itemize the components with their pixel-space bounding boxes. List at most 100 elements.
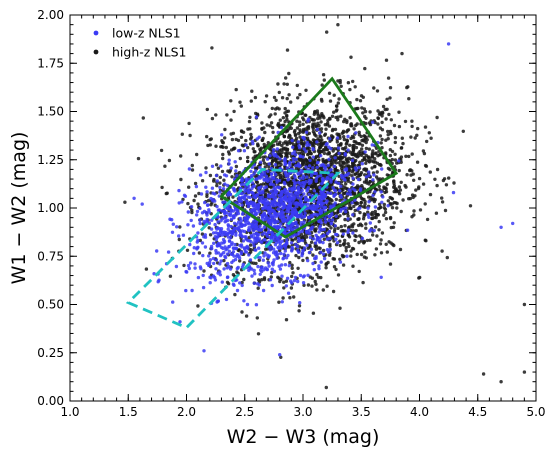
low-z-point [260,195,265,199]
high-z-point [359,94,364,98]
low-z-point [320,190,324,194]
high-z-point [399,209,403,214]
high-z-point [405,85,409,90]
low-z-point [206,203,210,207]
low-z-point [360,162,364,166]
high-z-point [267,165,271,169]
low-z-point [225,252,230,256]
high-z-point [377,184,381,189]
high-z-point [310,276,315,280]
high-z-point [284,279,289,283]
high-z-point [397,185,402,189]
low-z-point [255,232,259,236]
low-z-point [317,230,321,234]
high-z-point [328,201,332,205]
low-z-point [311,261,315,266]
high-z-point [361,111,365,115]
low-z-point [248,195,252,200]
low-z-point [373,190,377,194]
high-z-point [362,214,366,218]
low-z-point [220,209,224,213]
low-z-point [379,190,383,194]
low-z-point [310,207,314,211]
low-z-point [202,349,206,353]
low-z-point [308,158,312,162]
low-z-point [216,208,221,212]
low-z-point [278,267,283,271]
high-z-point [313,228,317,233]
low-z-point [302,214,307,219]
low-z-point [199,192,204,196]
high-z-point [289,100,293,104]
low-z-point [302,192,306,196]
high-z-point [434,211,439,215]
low-z-point [304,149,308,153]
low-z-point [285,166,289,170]
high-z-point [315,272,319,277]
low-z-point [326,191,330,195]
high-z-point [160,185,164,190]
low-z-point [205,217,209,222]
low-z-point [274,152,278,157]
low-z-point [192,251,196,256]
low-z-point [156,280,160,284]
high-z-point [197,191,201,196]
high-z-point [329,226,333,230]
high-z-point [263,130,267,135]
low-z-point [256,264,260,269]
high-z-point [468,204,473,208]
low-z-point [224,174,229,178]
high-z-point [377,112,382,116]
low-z-point [336,146,341,150]
low-z-point [247,222,251,226]
high-z-point [282,123,286,127]
high-z-point [242,277,246,282]
high-z-point [344,145,348,150]
low-z-point [224,297,229,302]
regions-layer [125,76,399,330]
low-z-point [337,151,341,156]
low-z-point [229,217,234,221]
high-z-point [225,113,229,117]
high-z-point [375,234,379,238]
high-z-point [309,240,314,244]
low-z-point [288,160,292,165]
high-z-point [410,215,414,219]
high-z-point [306,283,311,287]
low-z-point [262,225,266,230]
high-z-point [223,136,227,140]
high-z-point [302,118,306,122]
high-z-point [409,135,413,139]
high-z-point [205,192,209,196]
low-z-point [285,225,290,229]
low-z-point [225,232,230,236]
low-z-point [264,197,268,202]
low-z-point [283,188,287,192]
low-z-point [287,263,291,268]
high-z-point [269,275,273,279]
low-z-point [140,202,144,206]
low-z-point [253,236,258,240]
low-z-point [302,246,307,250]
high-z-point [375,161,380,165]
high-z-point [295,126,300,130]
low-z-point [318,240,322,244]
low-z-point [291,222,295,226]
high-z-point [212,177,216,182]
high-z-point [353,238,357,243]
high-z-point [324,127,328,131]
high-z-point [314,247,319,251]
high-z-point [325,284,329,288]
high-z-point [418,275,422,280]
low-z-point [242,229,247,234]
low-z-point [211,191,215,195]
high-z-point [358,210,362,215]
low-z-point [216,299,220,303]
low-z-point [372,173,376,177]
low-z-point [344,173,348,177]
low-z-point [311,166,315,170]
high-z-point [159,148,164,153]
low-z-point [257,186,262,190]
high-z-point [327,91,332,96]
low-z-point [227,239,232,243]
